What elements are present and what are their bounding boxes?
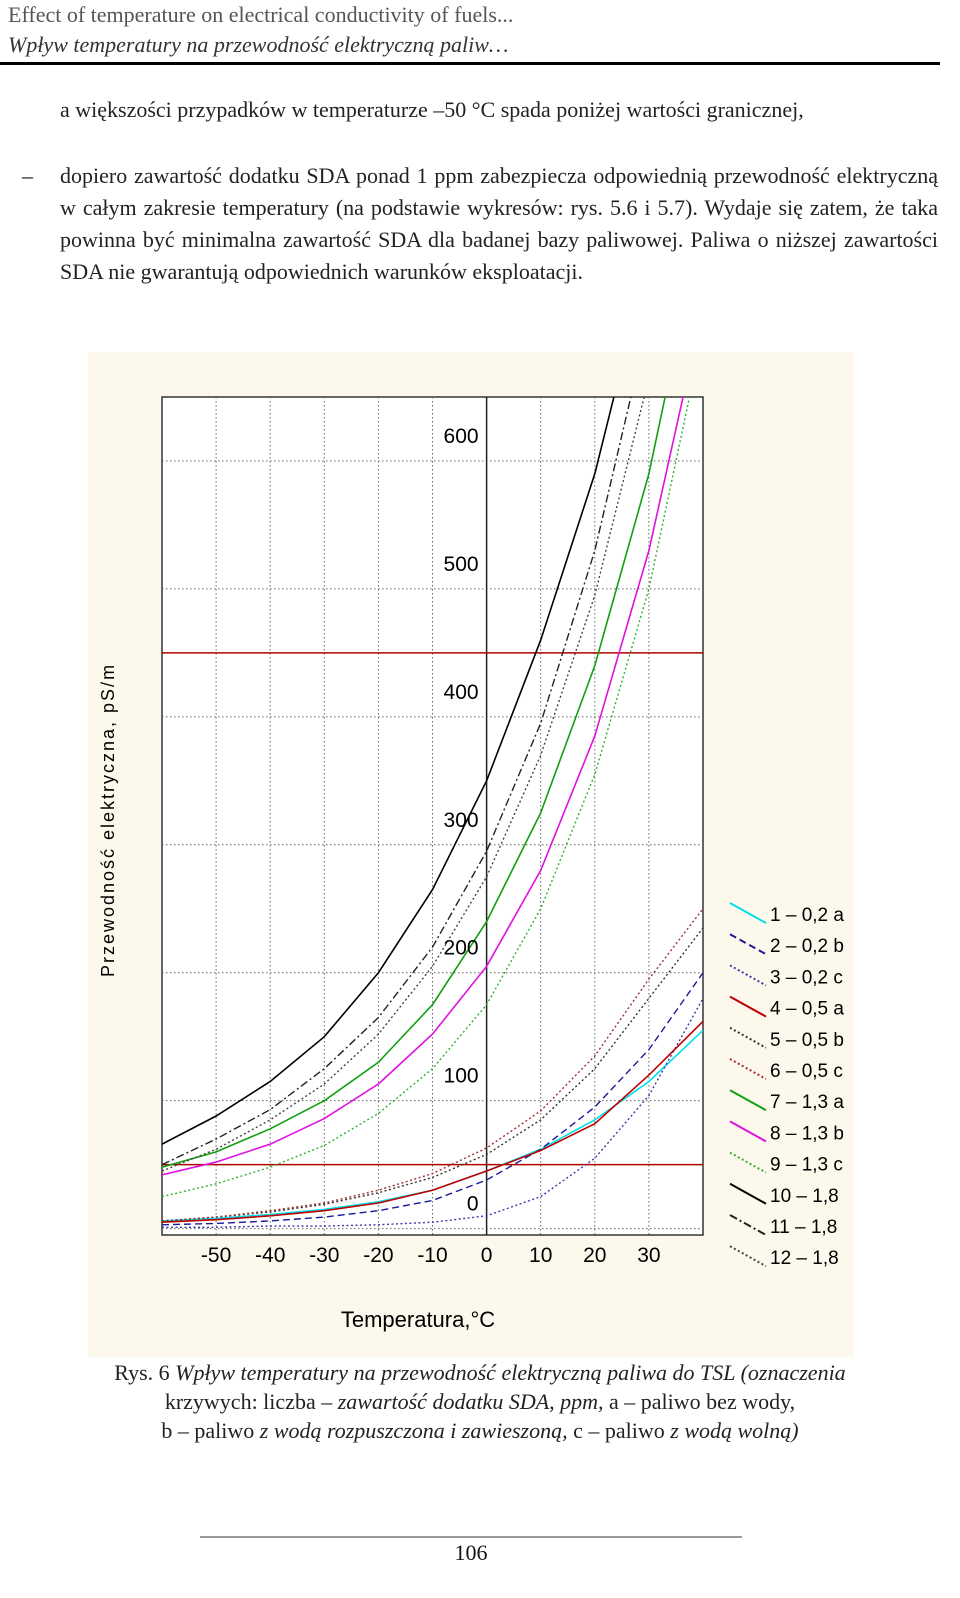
y-axis-label: Przewodność elektryczna, pS/m	[98, 663, 118, 977]
x-axis-label: Temperatura,°C	[341, 1307, 495, 1332]
legend-swatch	[729, 902, 767, 924]
series-line	[162, 397, 666, 1168]
legend-label: 7 – 1,3 a	[770, 1092, 844, 1113]
caption-text: Wpływ temperatury na przewodność elektry…	[175, 1360, 846, 1385]
legend-swatch	[729, 995, 767, 1018]
paragraph: a większości przypadków w temperaturze –…	[60, 97, 804, 122]
series-line	[162, 972, 703, 1226]
caption: krzywych: liczba – zawartość dodatku SDA…	[0, 1387, 960, 1416]
series-line	[162, 927, 703, 1222]
caption-text: Rys. 6	[114, 1360, 176, 1385]
running-subtitle: Wpływ temperatury na przewodność elektry…	[8, 32, 509, 57]
series-line	[162, 397, 684, 1176]
x-tick-label: -50	[201, 1244, 231, 1267]
y-tick-label: 400	[444, 681, 479, 704]
legend-label: 12 – 1,8	[770, 1248, 839, 1269]
caption-text: b – paliwo	[161, 1418, 260, 1443]
y-tick-label: 100	[444, 1065, 479, 1088]
legend-label: 3 – 0,2 c	[770, 967, 843, 988]
caption-text: a – paliwo bez wody,	[609, 1389, 796, 1414]
legend-swatch	[729, 1214, 767, 1236]
x-tick-label: 0	[481, 1244, 493, 1267]
caption-text: z wodą rozpuszczona i zawieszoną,	[259, 1418, 574, 1443]
chart: Temperatura,°C Przewodność elektryczna, …	[88, 352, 854, 1357]
page-number: 106	[454, 1540, 488, 1565]
legend-swatch	[729, 1089, 767, 1112]
legend-swatch	[729, 1182, 767, 1205]
legend-label: 8 – 1,3 b	[770, 1123, 844, 1144]
paragraph: dopiero zawartość dodatku SDA ponad 1 pp…	[60, 163, 938, 284]
legend-label: 11 – 1,8	[770, 1217, 837, 1238]
x-tick-label: -20	[363, 1244, 393, 1267]
legend-label: 2 – 0,2 b	[770, 936, 844, 957]
series-line	[162, 397, 645, 1172]
legend-label: 5 – 0,5 b	[770, 1030, 844, 1051]
x-tick-label: 10	[529, 1244, 552, 1267]
footer-rule	[200, 1536, 742, 1538]
running-title: Effect of temperature on electrical cond…	[8, 2, 514, 27]
series-line	[162, 908, 703, 1222]
legend-swatch	[729, 933, 767, 956]
caption-text: c – paliwo	[573, 1418, 671, 1443]
legend-label: 4 – 0,5 a	[770, 999, 844, 1020]
dash-bullet: –	[22, 163, 33, 188]
series-line	[162, 397, 632, 1166]
y-tick-label: 500	[444, 553, 479, 576]
legend-label: 1 – 0,2 a	[770, 905, 844, 926]
x-tick-label: -30	[309, 1244, 339, 1267]
y-tick-label: 600	[444, 425, 479, 448]
x-tick-label: -40	[255, 1244, 285, 1267]
series-line	[162, 397, 615, 1145]
legend-label: 9 – 1,3 c	[770, 1155, 843, 1176]
caption-text: krzywych: liczba –	[164, 1389, 338, 1414]
series-line	[162, 397, 691, 1198]
y-tick-label: 200	[444, 937, 479, 960]
caption-text: zawartość dodatku SDA, ppm,	[337, 1389, 610, 1414]
x-tick-label: -10	[417, 1244, 447, 1267]
legend-swatch	[729, 1120, 767, 1143]
caption: b – paliwo z wodą rozpuszczona i zawiesz…	[0, 1416, 960, 1445]
legend-label: 6 – 0,5 c	[770, 1061, 843, 1082]
series-line	[162, 997, 703, 1229]
x-tick-label: 20	[583, 1244, 606, 1267]
series-line	[162, 1020, 703, 1224]
legend-label: 10 – 1,8	[770, 1186, 839, 1207]
caption: Rys. 6 Wpływ temperatury na przewodność …	[0, 1358, 960, 1387]
y-tick-label: 0	[467, 1193, 479, 1216]
header-rule	[0, 62, 940, 65]
y-tick-label: 300	[444, 809, 479, 832]
x-tick-label: 30	[637, 1244, 660, 1267]
caption-text: z wodą wolną)	[670, 1418, 799, 1443]
plot-frame	[161, 396, 704, 1236]
